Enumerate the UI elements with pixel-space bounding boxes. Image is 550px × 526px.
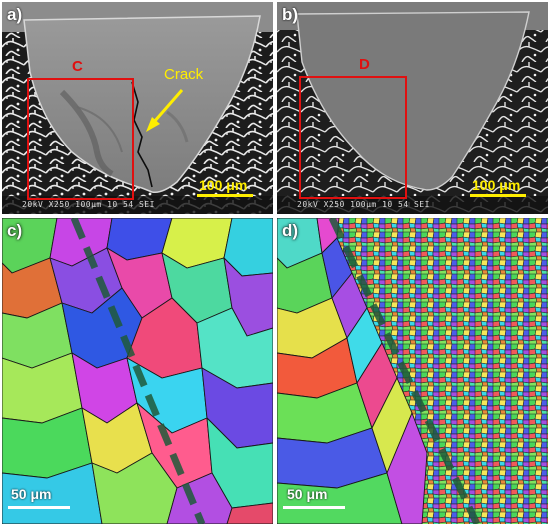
panel-letter-b: b) [282, 5, 299, 24]
scale-label-b: 100 μm [472, 177, 521, 193]
sem-image-b [277, 2, 548, 214]
scale-label-a: 100 μm [199, 177, 248, 193]
panel-letter-c: c) [7, 221, 23, 240]
scale-bar-a [197, 194, 253, 197]
sem-image-a [2, 2, 273, 214]
scale-bar-b [470, 194, 526, 197]
crack-arrow-icon [146, 89, 184, 132]
roi-box-d [299, 76, 407, 199]
roi-label-c: C [72, 58, 83, 75]
ebsd-map-c [2, 218, 273, 524]
roi-label-d: D [359, 56, 370, 73]
ebsd-map-panel-c: c) 50 μm [2, 218, 273, 524]
roi-box-c [27, 78, 134, 200]
panel-letter-d: d) [282, 221, 299, 240]
scale-label-d: 50 μm [287, 486, 328, 502]
scale-bar-d [283, 506, 345, 509]
ebsd-map-d [277, 218, 548, 524]
panel-letter-a: a) [7, 5, 23, 24]
scale-label-c: 50 μm [11, 486, 52, 502]
scale-bar-c [8, 506, 70, 509]
sem-footer-a: 20kV X250 100μm 10 54 SEI [22, 200, 155, 209]
crack-label: Crack [164, 66, 204, 83]
sem-footer-b: 20kV X250 100μm 10 54 SEI [297, 200, 430, 209]
ebsd-map-panel-d: d) 50 μm [277, 218, 548, 524]
sem-image-panel-b: b) D 100 μm 20kV X250 100μm 10 54 SEI [277, 2, 548, 214]
sem-image-panel-a: a) C Crack 100 μm 20kV X250 100μm 10 54 … [2, 2, 273, 214]
